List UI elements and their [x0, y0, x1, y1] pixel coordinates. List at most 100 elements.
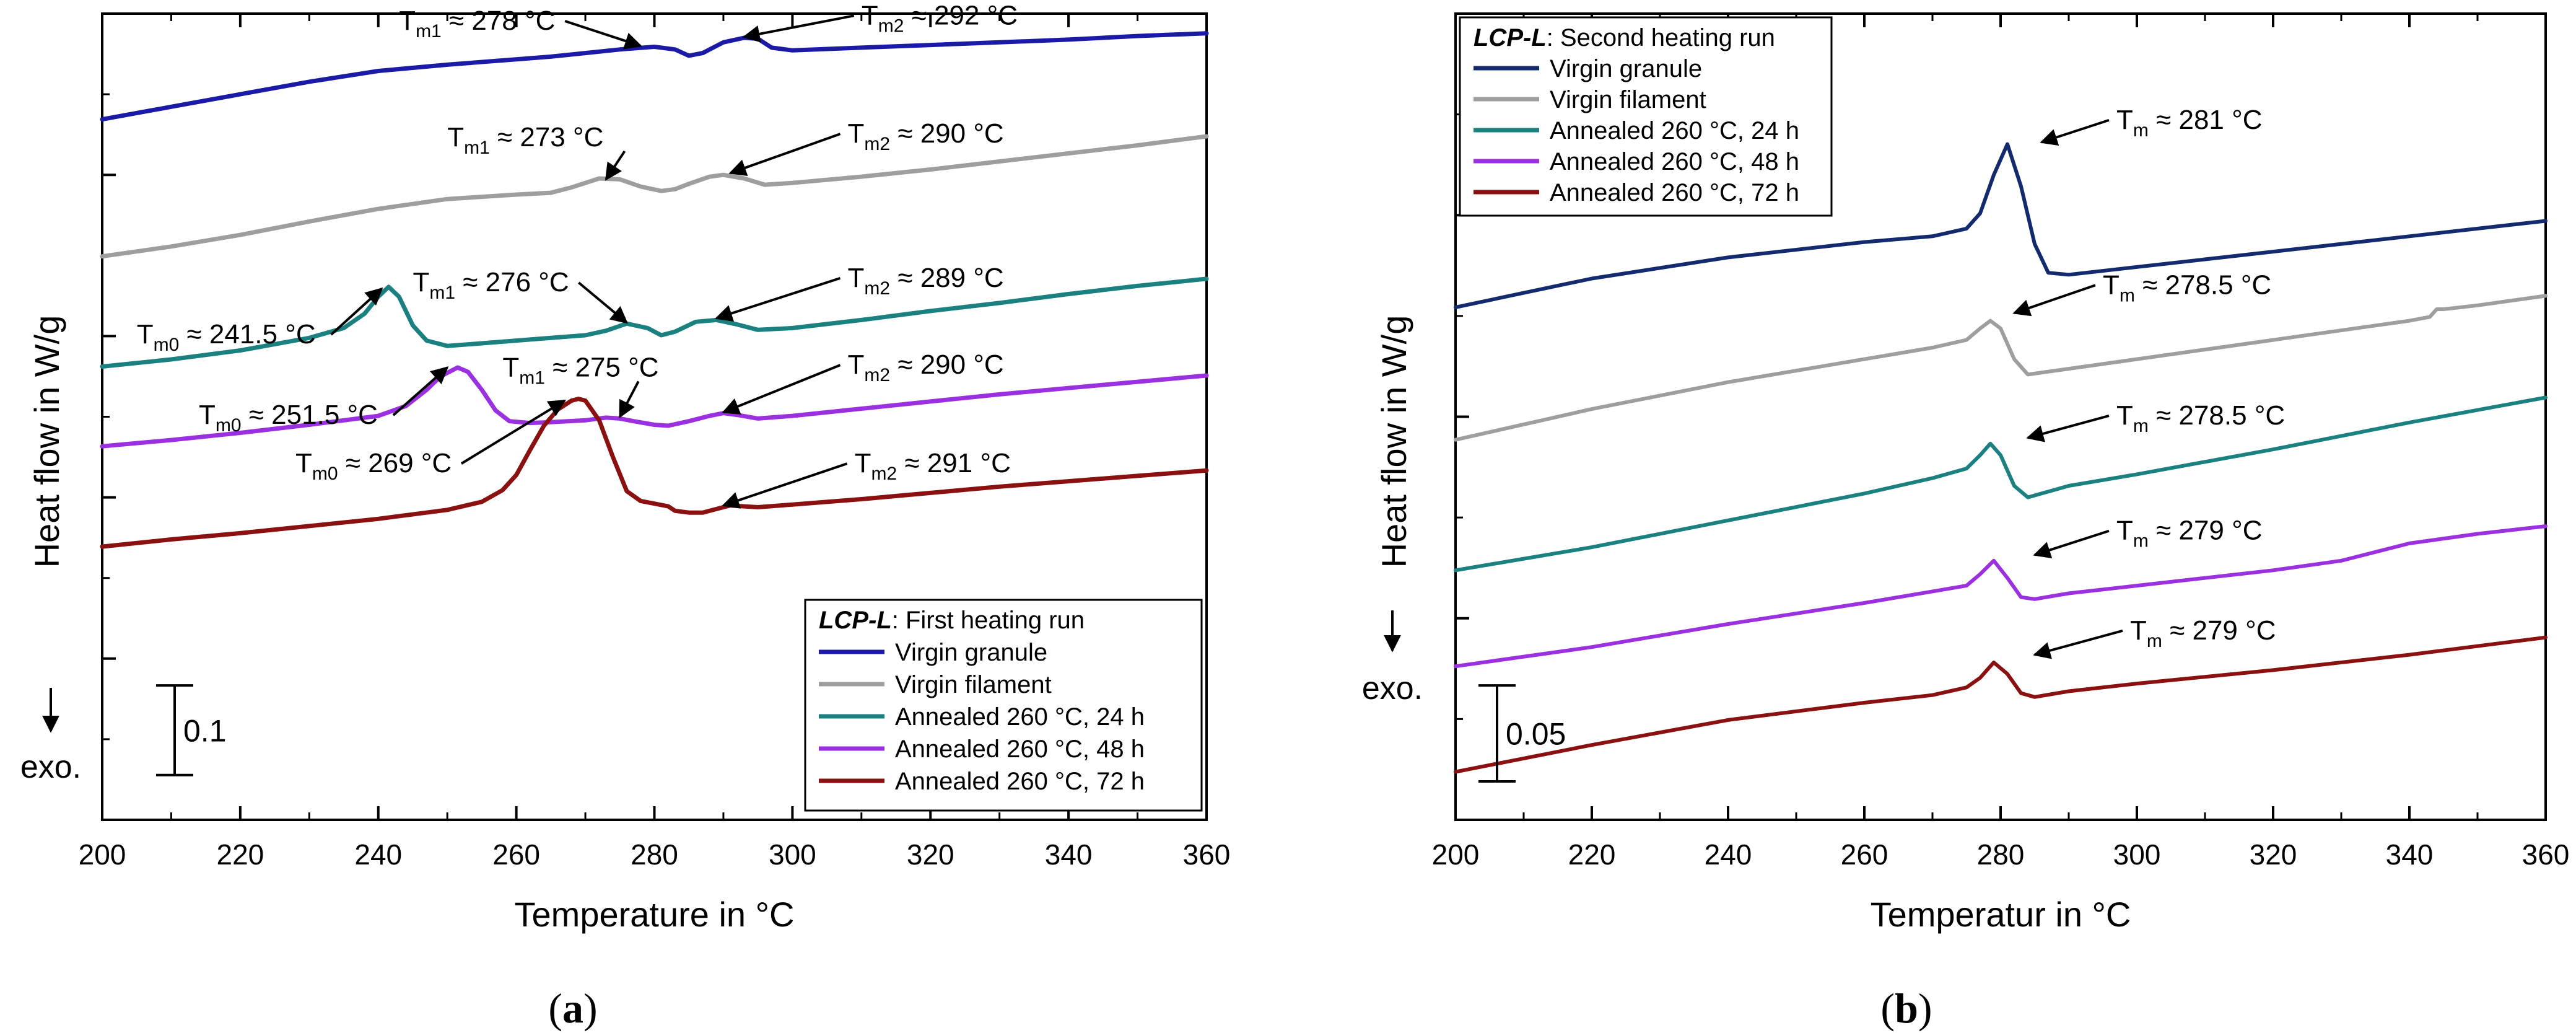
x-tick-label: 280	[1977, 838, 2025, 871]
annotation-subscript: m2	[864, 278, 890, 299]
exo-label: exo.	[20, 749, 81, 785]
panel-a: 200 220 240 260 280 300 320 340 360 Temperature i…	[20, 0, 1231, 934]
peak-annotation: Tm ≈ 281 °C	[2116, 105, 2263, 141]
x-tick-label: 200	[1432, 838, 1480, 871]
legend-entry: Virgin filament	[1550, 86, 1706, 113]
x-tick-label: 320	[907, 838, 954, 871]
annotation-subscript: m	[2133, 416, 2149, 436]
peak-annotation: Tm ≈ 279 °C	[2130, 615, 2276, 651]
annotation-subscript: m0	[312, 464, 338, 484]
annotation-symbol: T	[848, 349, 865, 380]
annotation-value: ≈ 276 °C	[455, 267, 569, 297]
annotation-symbol: T	[848, 118, 865, 149]
curve-annealed-260-c-24-h	[1454, 395, 2548, 573]
x-tick-label: 240	[1705, 838, 1752, 871]
curve-annealed-260-c-72-h	[100, 397, 1209, 549]
annotation-arrow	[722, 364, 841, 415]
annotation-symbol: T	[199, 400, 216, 430]
x-tick-label: 220	[217, 838, 264, 871]
annotation-subscript: m	[2147, 631, 2162, 651]
peak-annotation: Tm ≈ 279 °C	[2116, 516, 2263, 552]
annotation-arrow	[578, 281, 629, 324]
x-tick-label: 220	[1568, 838, 1616, 871]
peak-annotation: Tm ≈ 278.5 °C	[2103, 270, 2271, 306]
scale-bar-label: 0.1	[183, 713, 227, 748]
annotation-value: ≈ 241.5 °C	[179, 319, 315, 349]
annotation-subscript: m2	[878, 15, 904, 36]
legend-entry: Virgin granule	[1550, 55, 1702, 82]
curve-virgin-granule	[100, 31, 1209, 122]
legend-entry: Annealed 260 °C, 48 h	[1550, 148, 1799, 175]
annotation-subscript: m1	[464, 138, 490, 158]
curve-annealed-260-c-48-h	[1454, 524, 2548, 669]
annotation-symbol: T	[137, 319, 154, 349]
x-axis-title: Temperature in °C	[515, 895, 795, 934]
peak-annotation: Tm0 ≈ 269 °C	[295, 448, 452, 484]
annotation-arrow	[2033, 629, 2123, 659]
x-tick-label: 300	[2113, 838, 2161, 871]
peak-annotation: Tm1 ≈ 273 °C	[447, 122, 603, 158]
annotation-value: ≈ 275 °C	[545, 352, 659, 382]
annotation-subscript: m	[2133, 120, 2149, 141]
annotation-value: ≈ 251.5 °C	[242, 400, 378, 430]
legend-entry: Virgin granule	[895, 639, 1047, 666]
peak-annotation: Tm2 ≈ 289 °C	[848, 263, 1004, 299]
legend-entry: Annealed 260 °C, 48 h	[895, 736, 1145, 763]
annotation-subscript: m2	[864, 365, 890, 385]
legend-title-run: : Second heating run	[1547, 24, 1775, 51]
curve-annealed-260-c-72-h	[1454, 635, 2548, 774]
annotation-arrow	[728, 133, 841, 177]
peak-annotation: Tm2 ≈ 292 °C	[862, 0, 1018, 36]
annotation-arrow	[330, 287, 383, 336]
annotation-symbol: T	[2116, 105, 2133, 135]
x-tick-label: 300	[769, 838, 816, 871]
caption-b: (b)	[1880, 985, 1932, 1032]
peak-annotation: Tm0 ≈ 241.5 °C	[137, 319, 316, 355]
x-tick-label: 240	[354, 838, 402, 871]
peak-annotation: Tm ≈ 278.5 °C	[2116, 400, 2285, 436]
annotation-arrow	[619, 380, 640, 418]
annotation-symbol: T	[862, 0, 878, 30]
annotation-symbol: T	[2116, 400, 2133, 431]
peak-annotation: Tm0 ≈ 251.5 °C	[199, 400, 378, 436]
annotation-arrow	[715, 276, 841, 322]
annotation-value: ≈ 290 °C	[890, 118, 1004, 149]
legend-entry: Annealed 260 °C, 24 h	[895, 703, 1145, 731]
x-tick-label: 360	[1183, 838, 1231, 871]
annotation-symbol: T	[502, 352, 519, 382]
annotation-symbol: T	[2130, 615, 2147, 646]
annotation-value: ≈ 278 °C	[442, 6, 556, 36]
x-tick-label: 340	[2386, 838, 2434, 871]
legend-entry: Annealed 260 °C, 72 h	[1550, 179, 1799, 206]
annotation-subscript: m0	[216, 415, 242, 436]
annotation-symbol: T	[413, 267, 429, 297]
x-tick-label: 280	[631, 838, 678, 871]
annotation-subscript: m	[2120, 285, 2135, 306]
legend-entry: Virgin filament	[895, 671, 1052, 698]
peak-annotation: Tm1 ≈ 276 °C	[413, 267, 569, 303]
curve-annealed-260-c-24-h	[100, 276, 1209, 369]
x-tick-label: 200	[79, 838, 126, 871]
annotation-arrow	[460, 399, 567, 465]
scale-bar-label: 0.05	[1506, 717, 1566, 752]
peak-annotation: Tm2 ≈ 290 °C	[848, 118, 1004, 154]
annotation-subscript: m1	[416, 21, 442, 42]
annotation-value: ≈ 290 °C	[890, 349, 1004, 380]
legend-box	[804, 599, 1203, 812]
annotation-value: ≈ 278.5 °C	[2149, 400, 2285, 431]
legend-title-sample: LCP-L	[1474, 24, 1547, 51]
annotation-symbol: T	[2103, 270, 2120, 300]
annotation-arrow	[2040, 118, 2110, 146]
caption-a: (a)	[548, 985, 597, 1032]
annotation-symbol: T	[2116, 516, 2133, 546]
annotation-arrow	[2026, 414, 2110, 442]
annotation-arrow	[605, 150, 626, 181]
y-axis-title: Heat flow in W/g	[1374, 315, 1413, 568]
x-axis-title: Temperatur in °C	[1871, 895, 2131, 934]
legend-entry: Annealed 260 °C, 24 h	[1550, 117, 1799, 144]
annotation-value: ≈ 269 °C	[338, 448, 452, 478]
peak-annotation: Tm2 ≈ 290 °C	[848, 349, 1004, 385]
annotation-value: ≈ 279 °C	[2162, 615, 2276, 646]
annotation-symbol: T	[447, 122, 464, 152]
